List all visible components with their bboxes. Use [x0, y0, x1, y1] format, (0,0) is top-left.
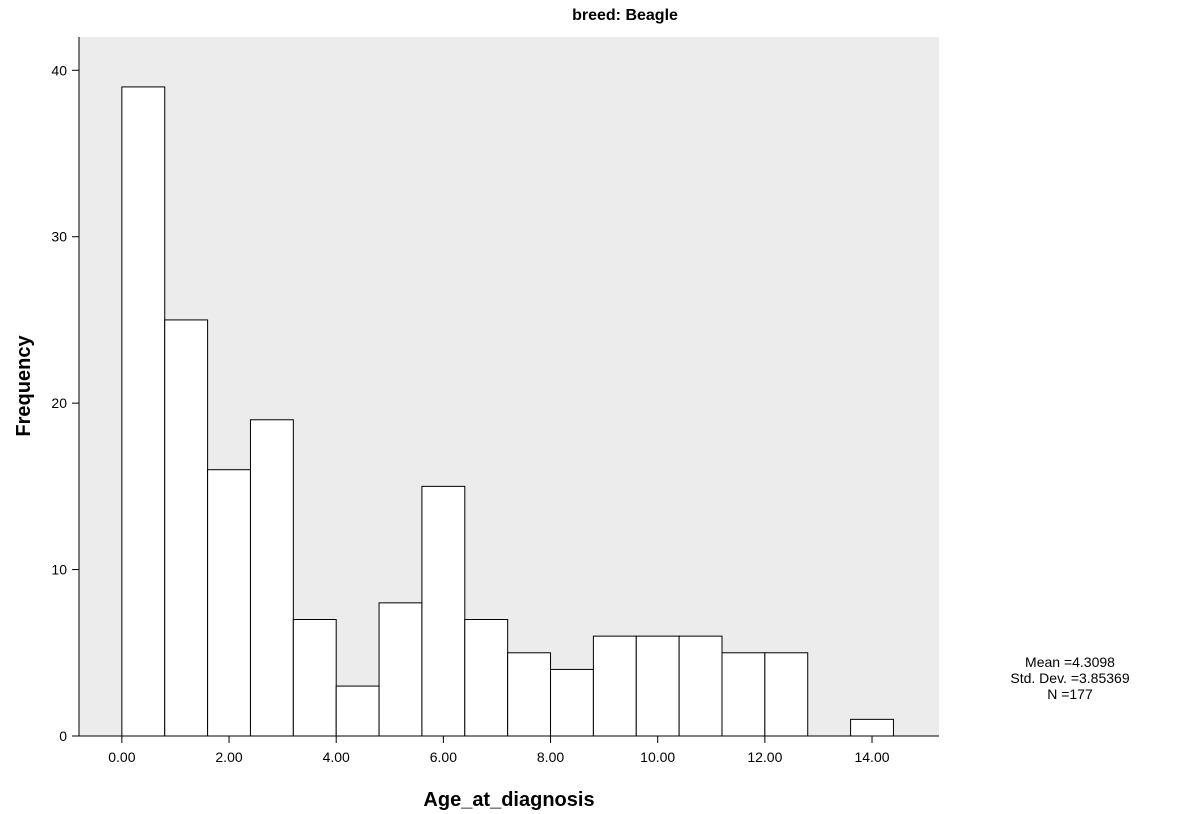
- histogram-bar-0: [121, 86, 166, 737]
- y-axis-ticks: 0 10 20 30 40: [51, 62, 79, 744]
- histogram-bar-13: [678, 635, 723, 737]
- histogram-bar-9: [507, 652, 552, 737]
- histogram-bar-15: [764, 652, 809, 737]
- histogram-bar-4: [292, 619, 337, 737]
- x-tick-label: 10.00: [640, 749, 675, 765]
- x-tick-label: 14.00: [854, 749, 889, 765]
- histogram-bar-5: [335, 685, 380, 737]
- y-axis-title: Frequency: [13, 335, 35, 437]
- chart-title: breed: Beagle: [572, 7, 678, 24]
- summary-statistics: Mean =4.3098 Std. Dev. =3.85369 N =177: [1010, 654, 1129, 702]
- histogram-bar-7: [421, 485, 466, 737]
- y-tick-label: 10: [51, 562, 67, 578]
- x-tick-label: 0.00: [108, 749, 135, 765]
- x-tick-label: 8.00: [537, 749, 564, 765]
- y-tick-label: 30: [51, 229, 67, 245]
- y-tick-label: 40: [51, 62, 67, 78]
- y-tick-label: 20: [51, 395, 67, 411]
- histogram-bar-12: [635, 635, 680, 737]
- histogram-bar-6: [378, 602, 423, 737]
- histogram-bars: [121, 86, 894, 737]
- y-tick-label: 0: [59, 728, 67, 744]
- histogram-bar-11: [592, 635, 637, 737]
- histogram-bar-8: [464, 619, 509, 737]
- x-tick-label: 2.00: [215, 749, 242, 765]
- histogram-bar-10: [550, 668, 594, 737]
- x-tick-label: 12.00: [747, 749, 782, 765]
- histogram-bar-2: [207, 469, 251, 737]
- x-axis-title: Age_at_diagnosis: [423, 789, 594, 811]
- histogram-bar-1: [164, 319, 209, 737]
- stat-std-dev: Std. Dev. =3.85369: [1010, 670, 1129, 686]
- x-tick-label: 4.00: [323, 749, 350, 765]
- stat-mean: Mean =4.3098: [1025, 654, 1115, 670]
- x-tick-label: 6.00: [430, 749, 457, 765]
- histogram-bar-17: [850, 718, 894, 737]
- histogram-bar-3: [249, 419, 294, 737]
- x-axis-ticks: 0.00 2.00 4.00 6.00 8.00 10.00 12.00 14.00: [108, 736, 890, 765]
- stat-n: N =177: [1047, 686, 1093, 702]
- histogram-bar-14: [721, 652, 766, 737]
